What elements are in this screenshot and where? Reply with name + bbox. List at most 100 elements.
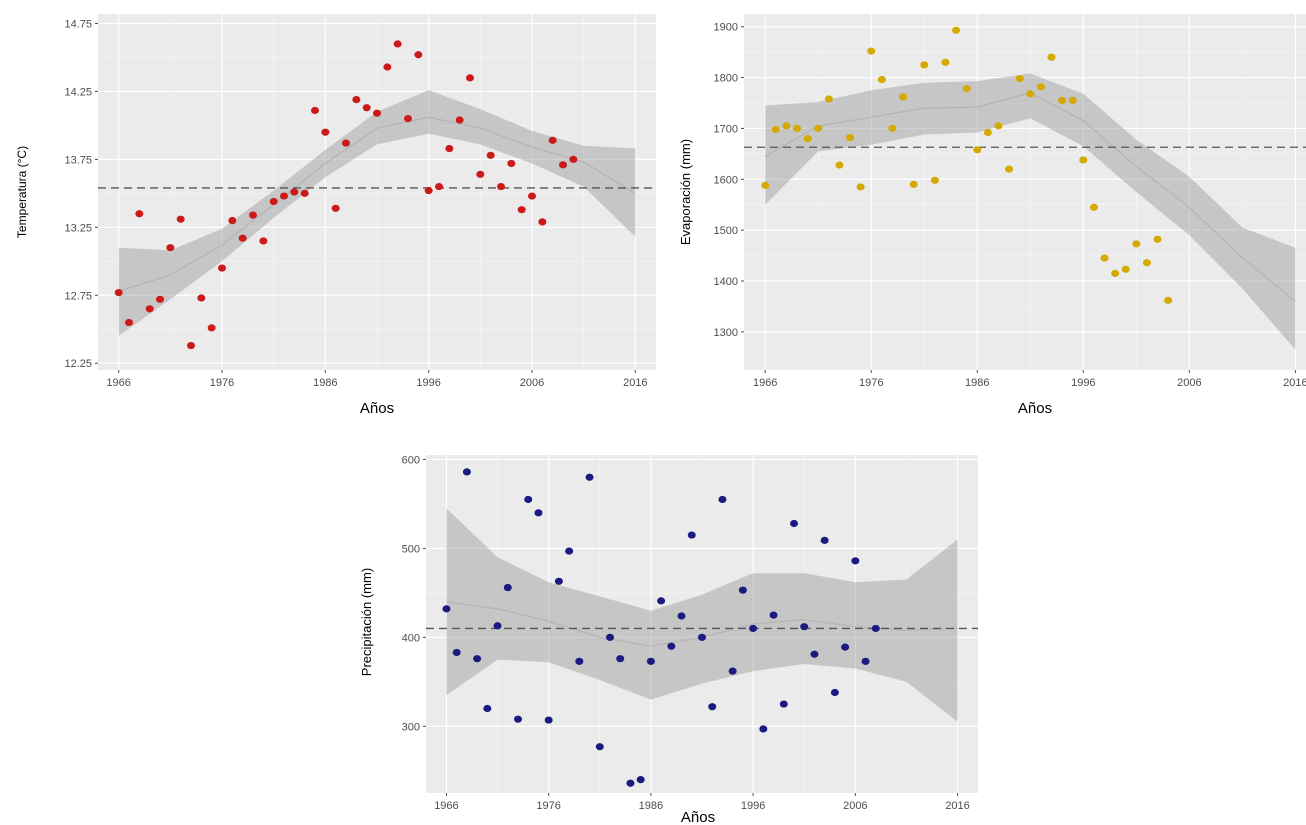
data-point [559,161,567,169]
data-point [698,633,706,641]
y-tick-label: 1800 [714,73,738,85]
data-point [810,650,819,658]
data-point [414,51,423,59]
x-tick-label: 2006 [843,800,867,812]
data-point [362,104,371,112]
x-tick-label: 1976 [859,377,883,389]
data-point [249,211,257,219]
data-point [708,703,717,711]
data-point [667,642,676,650]
data-point [1089,203,1098,211]
data-point [687,531,696,539]
data-point [331,204,340,212]
data-point [507,159,516,168]
smooth-trend-line [118,116,636,292]
data-point [841,643,850,651]
data-point [1005,165,1014,173]
data-point [861,657,870,665]
data-point [920,61,929,69]
data-point [718,495,727,504]
data-point [197,294,206,302]
x-tick-label: 1986 [639,800,663,812]
data-point [218,264,226,272]
x-tick-label: 1966 [106,377,130,389]
y-tick-label: 12.25 [64,358,92,370]
data-point [228,216,237,225]
data-point [1036,83,1045,91]
x-tick-label: 1996 [741,800,765,812]
y-tick-label: 1900 [714,22,738,34]
data-point [473,655,482,663]
data-point [1079,156,1088,164]
y-tick-label: 1400 [714,276,738,288]
data-point [616,655,625,663]
chart-panel-1: 12.25 12.75 13.25 13.75 14.25 14.75 1966 1976 19… [15,14,656,417]
data-point [486,151,495,159]
data-point [909,180,918,188]
y-tick-label: 1600 [714,174,738,186]
y-tick-label: 1300 [714,327,738,339]
y-axis-title: Precipitación (mm) [359,568,374,676]
data-point [538,218,547,226]
data-point [1015,74,1024,83]
data-point [1111,269,1120,277]
data-point [135,210,144,218]
data-point [1100,254,1109,262]
data-point [606,633,614,641]
data-point [352,96,361,104]
x-tick-label: 1996 [1071,377,1095,389]
data-point [1068,96,1077,105]
y-tick-label: 13.25 [64,222,92,234]
x-tick-label: 2006 [1177,377,1201,389]
y-tick-label: 12.75 [64,290,92,302]
x-tick-label: 2006 [520,377,544,389]
data-point [455,116,464,124]
data-point [595,743,604,751]
x-axis-title: Años [1018,400,1052,417]
data-point [207,324,216,332]
x-tick-label: 1966 [753,377,777,389]
data-point [962,85,971,93]
x-tick-label: 1986 [965,377,989,389]
data-point [435,182,443,191]
data-point [1153,235,1162,243]
data-point [187,341,195,350]
data-point [1132,240,1141,248]
data-point [1164,296,1173,304]
data-point [452,648,461,657]
data-point [856,183,865,191]
data-point [238,234,247,242]
data-point [728,667,737,675]
confidence-band [765,73,1296,350]
y-tick-label: 600 [402,454,420,466]
data-point [166,244,175,252]
data-point [321,128,330,136]
data-point [657,597,666,605]
data-point [761,181,770,189]
data-point [176,215,185,223]
y-tick-label: 14.75 [64,19,92,31]
data-point [793,124,802,133]
x-axis-title: Años [360,400,394,417]
data-point [803,135,812,143]
y-tick-label: 1700 [714,123,738,135]
confidence-band [118,90,636,336]
data-point [1047,53,1056,61]
data-point [782,122,791,130]
data-point [800,623,809,631]
x-tick-label: 1996 [416,377,440,389]
y-axis-title: Evaporación (mm) [678,139,693,245]
data-point [156,295,164,303]
data-point [585,473,594,481]
data-point [636,776,645,784]
data-point [259,237,268,245]
data-point [824,95,833,103]
data-point [1058,96,1067,105]
data-point [820,536,829,544]
data-point [280,192,288,200]
data-point [846,133,855,142]
data-point [462,468,471,476]
data-point [983,128,992,137]
data-point [835,161,844,169]
